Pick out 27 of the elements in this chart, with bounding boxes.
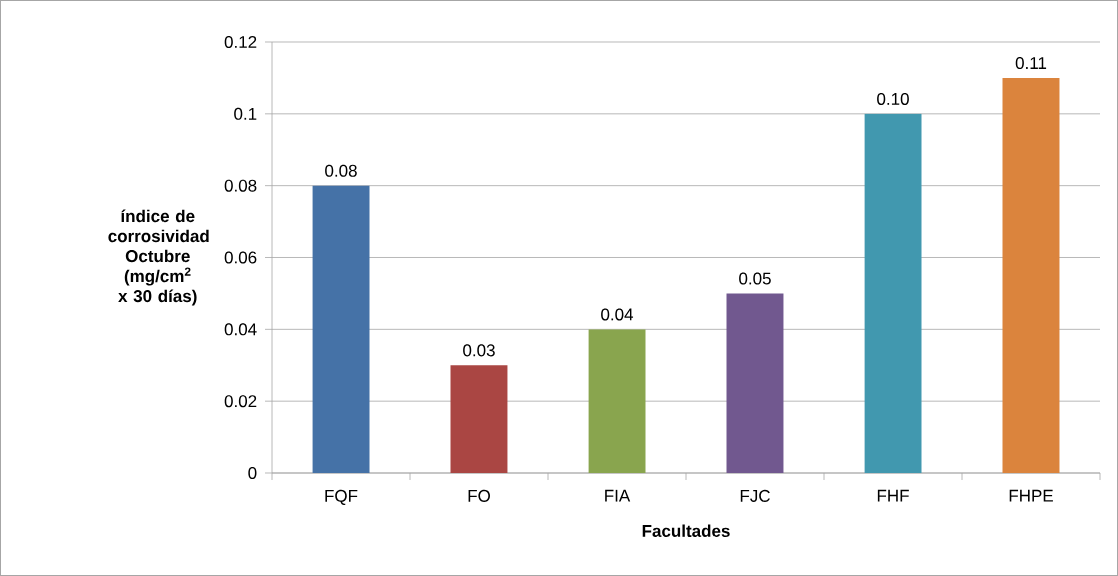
bar	[726, 293, 784, 473]
data-label: 0.04	[601, 308, 634, 321]
y-tick-label: 0.12	[224, 35, 257, 49]
x-tick-label: FHPE	[1009, 489, 1053, 502]
data-label: 0.05	[739, 272, 771, 285]
y-tick-label: 0.1	[234, 107, 257, 120]
x-tick-label: FJC	[740, 489, 770, 502]
bar	[1002, 77, 1060, 473]
bar	[450, 365, 508, 473]
y-tick-label: 0.08	[224, 179, 257, 192]
x-tick-label: FIA	[605, 489, 631, 502]
data-label: 0.08	[325, 164, 357, 177]
x-tick-label: FHF	[877, 489, 909, 502]
bar	[588, 329, 646, 473]
y-tick-label: 0	[248, 466, 257, 480]
bar	[864, 113, 922, 473]
x-tick-label: FO	[468, 489, 490, 502]
y-tick-label: 0.04	[224, 323, 257, 336]
x-axis-title: Facultades	[642, 524, 730, 537]
y-axis-title: índice de corrosividad Octubre (mg/cm$^{2}$ x 30 días)	[108, 209, 209, 306]
data-label: 0.10	[877, 92, 909, 105]
y-tick-label: 0.02	[224, 395, 257, 408]
data-label: 0.11	[1015, 57, 1047, 70]
x-tick-label: FQF	[325, 489, 358, 505]
data-label: 0.03	[463, 344, 495, 357]
y-tick-label: 0.06	[224, 251, 257, 264]
bar	[312, 185, 370, 473]
